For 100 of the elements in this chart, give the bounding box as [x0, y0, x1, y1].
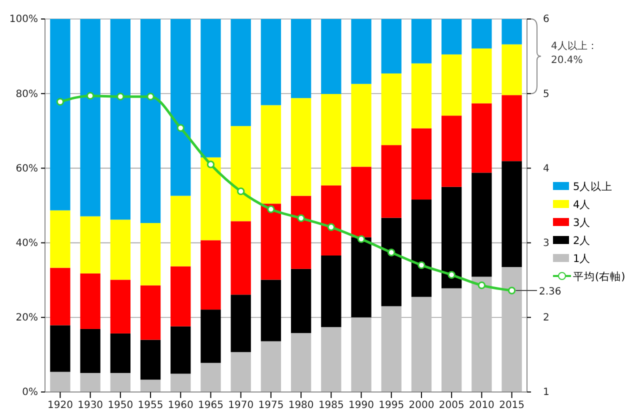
bar	[502, 19, 522, 44]
bar	[260, 204, 282, 280]
bar	[351, 84, 372, 167]
x-tick-label: 1965	[198, 400, 224, 412]
bar	[200, 362, 221, 392]
bar	[351, 237, 372, 318]
bar	[80, 372, 100, 392]
bar	[230, 352, 251, 392]
bar	[260, 280, 282, 342]
bar	[411, 63, 432, 128]
point	[418, 261, 426, 270]
text: 4人以上： 20.4%	[551, 40, 598, 66]
y-tick-label: 80%	[16, 88, 38, 100]
bar	[170, 19, 191, 196]
x-tick-label: 1975	[258, 400, 284, 412]
y2-tick-label: 2	[543, 312, 550, 324]
x-tick-label: 1930	[78, 400, 104, 412]
bar	[442, 116, 462, 187]
bar	[140, 223, 161, 286]
x-tick-label: 1980	[288, 400, 314, 412]
point	[86, 92, 94, 100]
x-tick-label: 1990	[348, 400, 374, 412]
y-tick-label: 100%	[9, 14, 38, 26]
bar	[472, 48, 492, 104]
bar	[502, 95, 522, 162]
bar	[472, 103, 492, 173]
point	[206, 160, 215, 168]
bar	[321, 255, 342, 328]
bar	[381, 73, 402, 146]
bar	[290, 196, 312, 269]
bar	[502, 267, 522, 392]
bar	[290, 333, 312, 392]
bar	[472, 19, 492, 48]
bar	[110, 280, 130, 334]
y2-tick-label: 5	[543, 88, 550, 100]
bar	[442, 288, 462, 392]
bar	[472, 172, 492, 277]
legend-label: 5人以上	[573, 180, 613, 193]
bar	[351, 19, 372, 84]
legend-label: 2人	[573, 235, 591, 247]
bar	[50, 210, 70, 268]
bar	[351, 166, 372, 238]
bar	[140, 285, 161, 340]
bar	[351, 317, 372, 392]
bar	[50, 268, 70, 326]
y2-tick-label: 6	[543, 14, 550, 26]
bar	[321, 185, 342, 256]
legend-label: 平均(右軸)	[573, 270, 626, 283]
bar	[411, 128, 432, 200]
bar	[290, 268, 312, 334]
bar	[502, 44, 522, 96]
bar	[110, 372, 130, 392]
point	[176, 124, 184, 132]
y2-tick-label: 1	[543, 387, 550, 398]
bar	[290, 98, 312, 196]
bar	[381, 145, 402, 218]
point	[237, 187, 245, 196]
point	[56, 98, 64, 106]
bar	[442, 54, 462, 116]
y-tick-label: 0%	[22, 387, 38, 398]
point	[146, 92, 154, 100]
bar	[50, 19, 70, 210]
bar	[140, 380, 161, 392]
bar	[411, 296, 432, 392]
x-tick-label: 2015	[499, 400, 525, 412]
x-tick-label: 1995	[378, 400, 404, 412]
bar	[502, 161, 522, 268]
y-tick-label: 60%	[16, 163, 38, 174]
bar	[50, 325, 70, 372]
x-tick-label: 1970	[228, 400, 254, 412]
bar	[170, 266, 191, 326]
bar	[321, 94, 342, 186]
y-tick-label: 20%	[16, 312, 38, 324]
x-tick-label: 1950	[108, 400, 134, 412]
bar	[140, 340, 161, 380]
bar	[321, 327, 342, 392]
bar	[230, 126, 251, 222]
bar	[230, 221, 251, 295]
bar	[381, 218, 402, 306]
annotation: 2.36	[539, 286, 562, 298]
bar	[442, 19, 462, 54]
bar	[80, 273, 100, 329]
bar	[200, 310, 221, 363]
bar	[411, 19, 432, 64]
bar	[110, 19, 130, 220]
legend-label: 3人	[573, 217, 591, 229]
y-tick-label: 40%	[16, 238, 38, 249]
bar	[472, 276, 492, 392]
bar	[50, 372, 70, 392]
point	[327, 223, 335, 231]
y2-tick-label: 3	[543, 238, 550, 249]
point	[478, 281, 486, 290]
bar	[442, 186, 462, 288]
bar	[200, 240, 221, 310]
bar	[110, 333, 130, 373]
bar	[170, 374, 191, 392]
bar	[140, 19, 161, 224]
x-tick-label: 2000	[408, 400, 434, 412]
bar	[260, 19, 282, 106]
bar	[200, 157, 221, 240]
